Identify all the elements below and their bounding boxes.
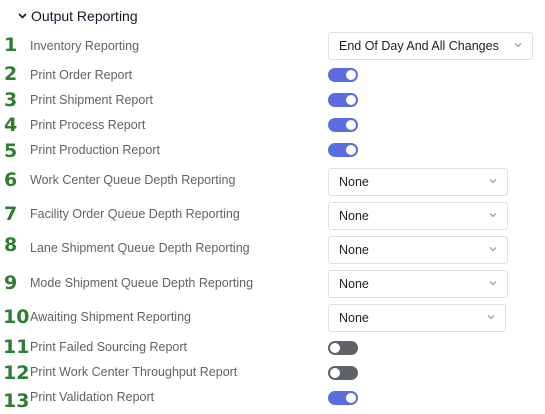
print-shipment-report-label: Print Shipment Report xyxy=(30,93,153,107)
row-number: 2 xyxy=(4,63,18,85)
work-center-queue-depth-value: None xyxy=(339,175,369,189)
print-work-center-throughput-report-label: Print Work Center Throughput Report xyxy=(30,365,238,379)
toggle-knob xyxy=(346,393,356,403)
print-process-report-toggle[interactable] xyxy=(328,118,358,132)
facility-order-queue-depth-value: None xyxy=(339,209,369,223)
lane-shipment-queue-depth-select[interactable]: None xyxy=(328,236,508,264)
chevron-down-icon xyxy=(487,315,495,320)
print-validation-report-toggle[interactable] xyxy=(328,391,358,405)
toggle-knob xyxy=(330,343,340,353)
inventory-reporting-select[interactable]: End Of Day And All Changes xyxy=(328,32,533,60)
mode-shipment-queue-depth-value: None xyxy=(339,277,369,291)
row-number: 10 xyxy=(3,306,30,328)
chevron-down-icon xyxy=(514,43,522,48)
inventory-reporting-value: End Of Day And All Changes xyxy=(339,39,499,53)
awaiting-shipment-reporting-select[interactable]: None xyxy=(328,304,506,332)
row-number: 12 xyxy=(3,362,30,384)
inventory-reporting-label: Inventory Reporting xyxy=(30,39,140,53)
section-header-output-reporting[interactable]: Output Reporting xyxy=(16,6,138,26)
chevron-down-icon xyxy=(489,281,497,286)
row-number: 9 xyxy=(4,272,18,294)
print-validation-report-label: Print Validation Report xyxy=(30,390,155,404)
chevron-down-icon xyxy=(489,213,497,218)
print-failed-sourcing-report-toggle[interactable] xyxy=(328,341,358,355)
section-title: Output Reporting xyxy=(31,8,138,24)
print-order-report-toggle[interactable] xyxy=(328,68,358,82)
toggle-knob xyxy=(330,368,340,378)
awaiting-shipment-reporting-label: Awaiting Shipment Reporting xyxy=(30,310,191,324)
print-order-report-label: Print Order Report xyxy=(30,68,133,82)
lane-shipment-queue-depth-label: Lane Shipment Queue Depth Reporting xyxy=(30,241,250,255)
toggle-knob xyxy=(346,70,356,80)
facility-order-queue-depth-label: Facility Order Queue Depth Reporting xyxy=(30,207,240,221)
mode-shipment-queue-depth-label: Mode Shipment Queue Depth Reporting xyxy=(30,276,254,290)
print-process-report-label: Print Process Report xyxy=(30,118,146,132)
chevron-down-icon xyxy=(489,247,497,252)
row-number: 13 xyxy=(3,390,30,412)
print-production-report-toggle[interactable] xyxy=(328,143,358,157)
print-shipment-report-toggle[interactable] xyxy=(328,93,358,107)
row-number: 3 xyxy=(4,89,18,111)
row-number: 5 xyxy=(4,140,18,162)
row-number: 6 xyxy=(4,169,18,191)
facility-order-queue-depth-select[interactable]: None xyxy=(328,202,508,230)
row-number: 8 xyxy=(4,234,18,256)
row-number: 11 xyxy=(3,336,30,358)
work-center-queue-depth-label: Work Center Queue Depth Reporting xyxy=(30,173,236,187)
toggle-knob xyxy=(346,120,356,130)
lane-shipment-queue-depth-value: None xyxy=(339,243,369,257)
toggle-knob xyxy=(346,145,356,155)
chevron-down-icon xyxy=(489,179,497,184)
awaiting-shipment-reporting-value: None xyxy=(339,311,369,325)
row-number: 1 xyxy=(4,34,18,56)
chevron-down-icon xyxy=(16,13,28,19)
mode-shipment-queue-depth-select[interactable]: None xyxy=(328,270,508,298)
work-center-queue-depth-select[interactable]: None xyxy=(328,168,508,196)
row-number: 7 xyxy=(4,203,18,225)
print-production-report-label: Print Production Report xyxy=(30,143,160,157)
print-failed-sourcing-report-label: Print Failed Sourcing Report xyxy=(30,340,188,354)
print-work-center-throughput-report-toggle[interactable] xyxy=(328,366,358,380)
toggle-knob xyxy=(346,95,356,105)
row-number: 4 xyxy=(4,114,18,136)
